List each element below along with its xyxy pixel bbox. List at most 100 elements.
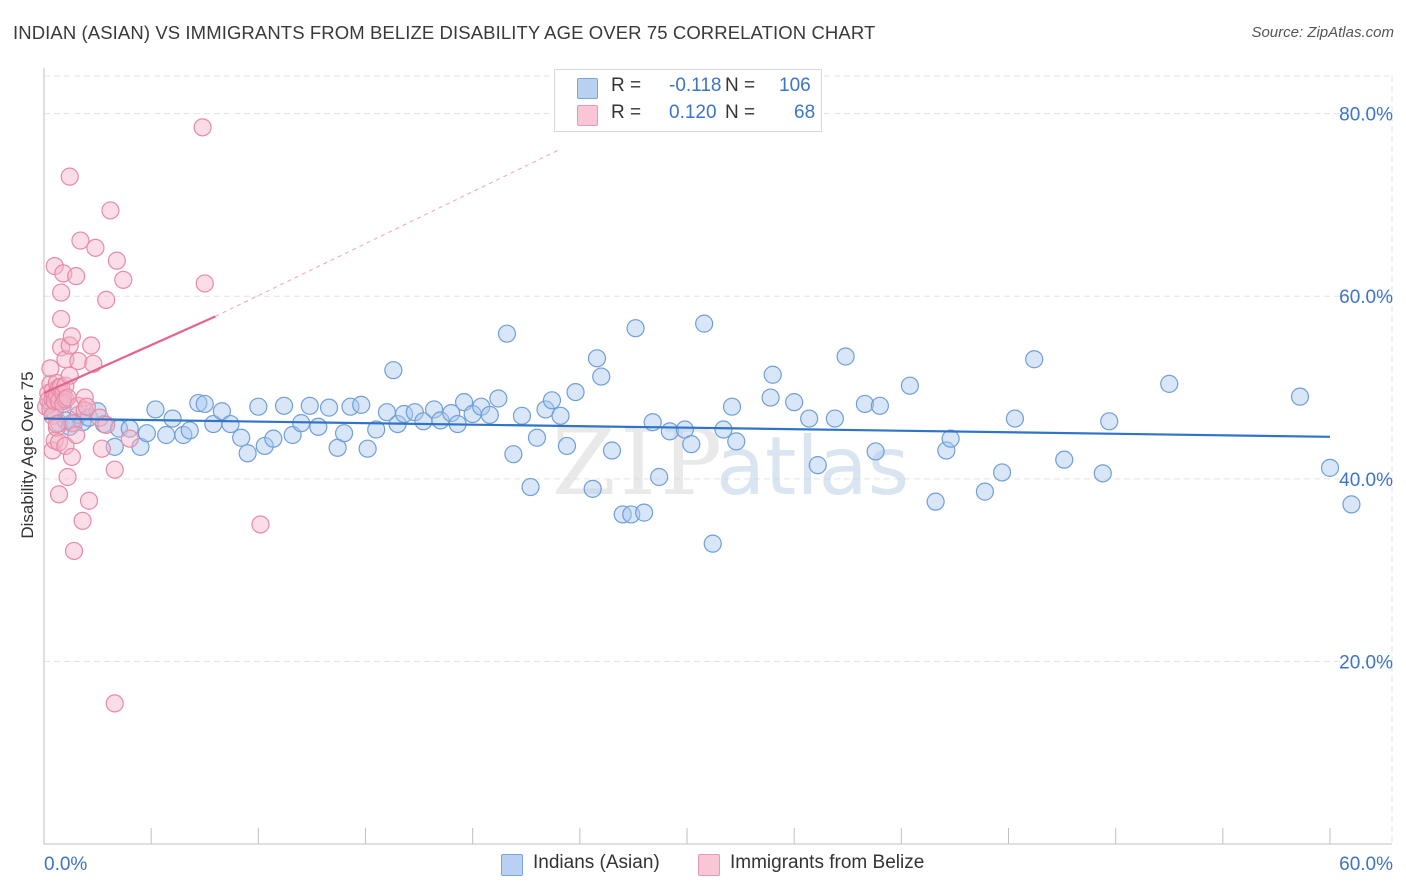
point-indians xyxy=(264,429,283,448)
point-indians xyxy=(1025,350,1044,369)
point-belize xyxy=(105,694,124,713)
point-belize xyxy=(101,201,120,220)
point-indians xyxy=(714,420,733,439)
point-indians xyxy=(937,441,956,460)
series-indians-asian xyxy=(41,314,1361,553)
point-indians xyxy=(334,424,354,443)
grid-layer xyxy=(44,75,1393,844)
point-indians xyxy=(319,398,339,417)
point-indians xyxy=(358,439,377,458)
point-indians xyxy=(424,400,444,419)
y-tick-label: 40.0% xyxy=(1339,470,1393,491)
y-tick-label: 20.0% xyxy=(1339,652,1393,673)
legend-r-label: R = xyxy=(611,75,642,96)
point-indians xyxy=(195,394,214,414)
point-indians xyxy=(926,492,945,511)
point-belize xyxy=(49,485,69,504)
point-belize xyxy=(69,351,88,371)
point-indians xyxy=(583,479,602,498)
legend-n-label: N = xyxy=(725,102,756,123)
series-immigrants-belize xyxy=(37,118,270,713)
legend-r-value: 0.120 xyxy=(669,102,717,123)
point-indians xyxy=(232,428,251,447)
point-indians xyxy=(137,424,156,443)
point-belize xyxy=(56,436,75,456)
legend-r-label: R = xyxy=(611,102,642,123)
chart-source: Source: ZipAtlas.com xyxy=(1251,24,1394,41)
point-belize xyxy=(193,118,212,137)
point-indians xyxy=(157,425,176,445)
trend-extension-belize xyxy=(215,149,559,317)
point-indians xyxy=(221,414,240,434)
x-tick-label: 0.0% xyxy=(44,854,87,875)
point-indians xyxy=(527,428,547,447)
point-indians xyxy=(442,403,461,423)
point-indians xyxy=(836,347,855,366)
point-indians xyxy=(650,467,669,487)
point-indians xyxy=(587,349,607,368)
point-belize xyxy=(52,283,71,302)
point-indians xyxy=(212,402,231,421)
stats-legend: R = -0.118 N = 106 R = 0.120 N = 68 xyxy=(554,69,822,132)
point-indians xyxy=(163,409,182,428)
point-belize xyxy=(195,274,214,293)
point-belize xyxy=(97,290,116,309)
point-indians xyxy=(808,456,827,475)
point-indians xyxy=(635,503,654,522)
point-belize xyxy=(105,460,124,479)
point-indians xyxy=(238,444,257,463)
point-belize xyxy=(86,238,105,257)
point-indians xyxy=(1320,458,1340,477)
watermark-zip: ZIP xyxy=(552,409,726,516)
point-indians xyxy=(992,463,1012,482)
y-axis-label: Disability Age Over 75 xyxy=(18,371,37,539)
bottom-legend-label: Immigrants from Belize xyxy=(730,852,925,873)
y-tick-label: 60.0% xyxy=(1339,287,1393,308)
point-indians xyxy=(274,396,294,415)
point-indians xyxy=(542,391,562,410)
point-indians xyxy=(727,432,746,451)
point-indians xyxy=(309,417,328,436)
legend-n-value: 106 xyxy=(779,75,811,96)
point-indians xyxy=(900,376,920,395)
y-tick-label: 80.0% xyxy=(1339,105,1393,126)
point-belize xyxy=(79,491,99,510)
point-indians xyxy=(695,314,714,333)
bottom-legend-label: Indians (Asian) xyxy=(533,852,660,873)
trend-line-belize xyxy=(43,315,216,395)
point-indians xyxy=(189,393,208,413)
point-indians xyxy=(1160,374,1179,393)
point-belize xyxy=(77,397,96,416)
point-indians xyxy=(1342,495,1361,514)
point-indians xyxy=(682,435,701,454)
bottom-legend-swatch-blue xyxy=(501,854,523,876)
point-belize xyxy=(52,309,71,329)
point-belize xyxy=(92,439,111,458)
point-indians xyxy=(722,397,742,416)
point-indians xyxy=(870,396,890,415)
axis-layer xyxy=(43,68,1392,845)
point-indians xyxy=(536,400,555,419)
point-belize xyxy=(120,429,139,448)
point-belize xyxy=(58,467,77,487)
point-indians xyxy=(1055,450,1074,469)
point-belize xyxy=(82,336,101,355)
point-indians xyxy=(660,422,679,441)
point-indians xyxy=(1005,409,1025,428)
point-indians xyxy=(489,389,508,408)
point-indians xyxy=(497,324,517,343)
point-indians xyxy=(592,367,611,386)
point-indians xyxy=(512,406,532,425)
point-indians xyxy=(504,445,523,464)
legend-swatch-pink xyxy=(577,105,598,126)
point-belize xyxy=(62,447,81,467)
point-indians xyxy=(602,441,622,460)
point-belize xyxy=(107,251,126,270)
point-indians xyxy=(367,420,386,439)
point-belize xyxy=(60,167,79,186)
point-indians xyxy=(800,409,819,428)
point-indians xyxy=(180,421,199,440)
point-indians xyxy=(763,365,782,384)
point-belize xyxy=(97,415,116,435)
